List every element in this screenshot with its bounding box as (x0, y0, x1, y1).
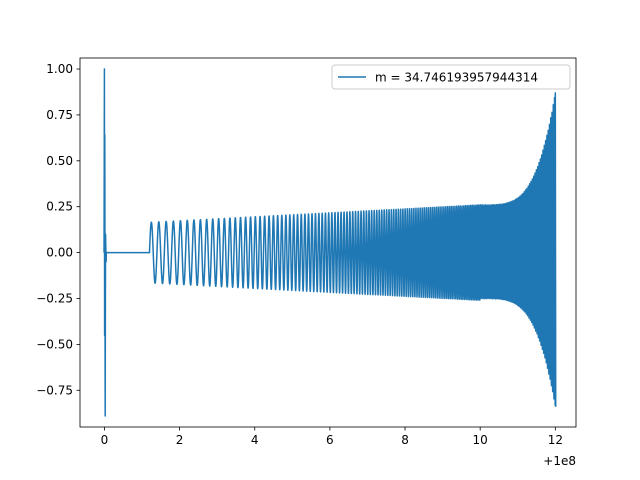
y-tick-label: −0.50 (36, 337, 73, 351)
x-tick-label: 6 (326, 433, 334, 447)
y-tick-label: −0.75 (36, 383, 73, 397)
y-tick-label: −0.25 (36, 291, 73, 305)
legend: m = 34.746193957944314 (331, 64, 571, 90)
axes-border (79, 57, 577, 428)
series-line (103, 68, 557, 417)
plot-area (103, 68, 557, 417)
y-tick-label: 0.25 (46, 200, 73, 214)
x-tick-label: 2 (176, 433, 184, 447)
x-axis: 0 2 4 6 8 10 12 (101, 427, 563, 447)
y-axis: −0.75 −0.50 −0.25 0.00 0.25 0.50 0.75 1.00 (36, 62, 80, 397)
x-tick-label: 10 (473, 433, 488, 447)
x-tick-label: 8 (401, 433, 409, 447)
y-tick-label: 0.00 (46, 246, 73, 260)
x-tick-label: 4 (251, 433, 259, 447)
y-tick-label: 1.00 (46, 62, 73, 76)
axes-frame (79, 57, 577, 428)
y-tick-label: 0.50 (46, 154, 73, 168)
legend-box (331, 64, 571, 90)
x-tick-label: 12 (548, 433, 563, 447)
legend-entry-label: m = 34.746193957944314 (375, 71, 538, 85)
x-axis-offset-label: +1e8 (543, 454, 576, 468)
x-tick-label: 0 (101, 433, 109, 447)
y-tick-label: 0.75 (46, 108, 73, 122)
